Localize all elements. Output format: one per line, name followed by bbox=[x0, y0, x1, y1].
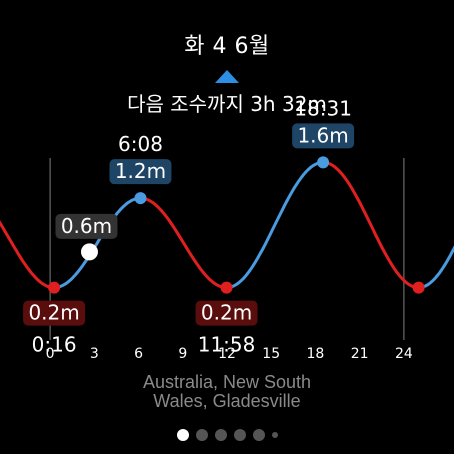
rising-tide-segment bbox=[417, 245, 454, 290]
next-tide-countdown: 다음 조수까지 3h 32m bbox=[127, 92, 327, 116]
high-tide-height-badge bbox=[292, 123, 355, 149]
page-indicator[interactable] bbox=[0, 429, 454, 441]
high-tide-height-label: 1.6m bbox=[297, 123, 348, 147]
high-tide-height-badge bbox=[109, 159, 172, 185]
falling-tide-segment bbox=[139, 196, 229, 290]
up-arrow-icon[interactable] bbox=[215, 70, 239, 83]
low-tide-marker bbox=[220, 281, 233, 294]
current-tide-badge bbox=[55, 213, 118, 239]
x-tick-label: 18 bbox=[307, 346, 325, 362]
low-tide-height-badge bbox=[195, 300, 258, 326]
page-dot[interactable] bbox=[233, 429, 246, 441]
x-tick-label: 24 bbox=[395, 346, 413, 362]
location-line-2: Wales, Gladesville bbox=[153, 391, 301, 411]
x-tick-label: 0 bbox=[46, 346, 55, 362]
falling-tide-segment bbox=[0, 220, 56, 290]
low-tide-height-label: 0.2m bbox=[201, 301, 252, 325]
low-tide-marker bbox=[48, 281, 61, 294]
high-tide-marker bbox=[317, 156, 330, 169]
low-tide-height-label: 0.2m bbox=[28, 301, 79, 325]
page-dot[interactable] bbox=[195, 429, 208, 441]
date-title: 화 4 6월 bbox=[184, 34, 270, 59]
x-tick-label: 21 bbox=[351, 346, 369, 362]
x-tick-label: 9 bbox=[178, 346, 187, 362]
x-tick-label: 12 bbox=[218, 346, 236, 362]
rising-tide-segment bbox=[225, 160, 325, 290]
location-name: Australia, New South Wales, Gladesville bbox=[0, 373, 454, 411]
x-tick-label: 6 bbox=[134, 346, 143, 362]
low-tide-height-badge bbox=[23, 300, 86, 326]
x-tick-label: 3 bbox=[90, 346, 99, 362]
low-tide-time-label: 11:58 bbox=[198, 333, 256, 357]
page-dot[interactable] bbox=[252, 429, 265, 441]
high-tide-time-label: 6:08 bbox=[118, 132, 163, 156]
page-dot[interactable] bbox=[176, 429, 189, 441]
page-dot[interactable] bbox=[271, 432, 278, 438]
high-tide-time-label: 18:31 bbox=[294, 96, 352, 120]
high-tide-height-label: 1.2m bbox=[115, 159, 166, 183]
current-tide-label: 0.6m bbox=[61, 214, 112, 238]
rising-tide-segment bbox=[52, 196, 142, 290]
high-tide-marker bbox=[134, 192, 147, 205]
current-tide-marker bbox=[80, 243, 98, 261]
x-tick-label: 15 bbox=[262, 346, 280, 362]
low-tide-marker bbox=[412, 281, 425, 294]
falling-tide-segment bbox=[321, 160, 421, 290]
page-dot[interactable] bbox=[214, 429, 227, 441]
low-tide-time-label: 0:16 bbox=[32, 333, 77, 357]
location-line-1: Australia, New South bbox=[142, 372, 312, 392]
